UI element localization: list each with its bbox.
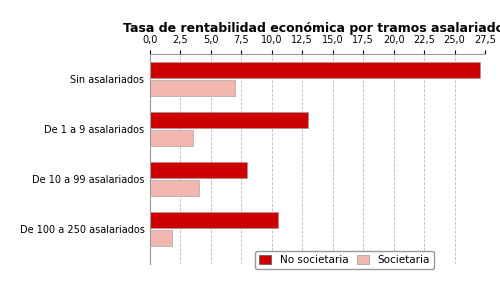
Bar — [150, 230, 172, 246]
Bar — [150, 112, 308, 128]
Bar — [150, 162, 248, 178]
Bar — [150, 80, 236, 96]
Bar — [150, 212, 278, 228]
Bar — [150, 130, 192, 146]
Legend: No societaria, Societaria: No societaria, Societaria — [254, 251, 434, 269]
Bar — [150, 62, 480, 78]
Bar — [150, 180, 198, 196]
Title: Tasa de rentabilidad económica por tramos asalariados: Tasa de rentabilidad económica por tramo… — [123, 22, 500, 35]
